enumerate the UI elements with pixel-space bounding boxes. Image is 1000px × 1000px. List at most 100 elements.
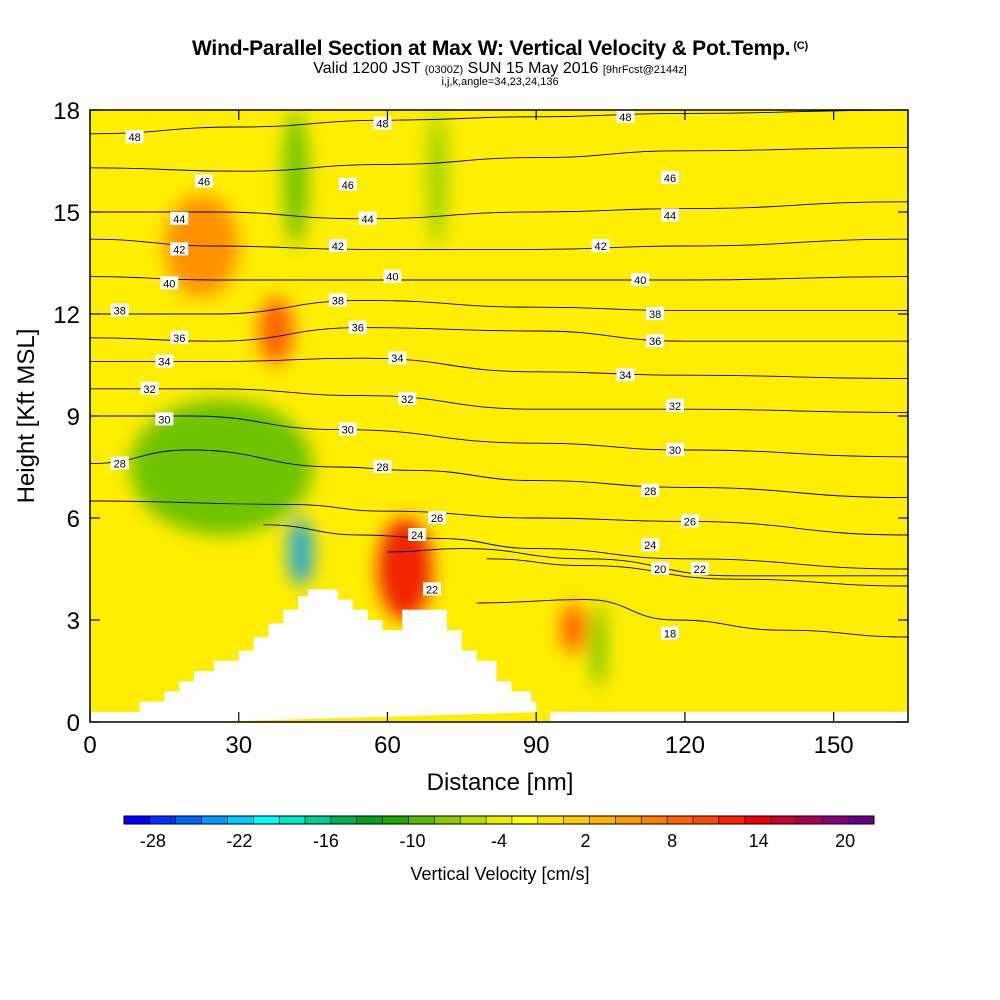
contour-label: 38	[332, 295, 344, 307]
contour-label: 46	[664, 173, 676, 185]
colorbar-swatch	[356, 816, 384, 824]
contour-label-box	[348, 320, 367, 334]
contour-label: 42	[173, 244, 185, 256]
colorbar-tick-label: 14	[749, 831, 769, 851]
valid-utc: (0300Z)	[424, 64, 464, 76]
contour-label: 42	[332, 241, 344, 253]
contour-label-box	[328, 239, 347, 252]
contour-label-box	[665, 398, 684, 412]
contour-label-box	[408, 528, 427, 541]
velocity-lee-downdraft-band	[129, 399, 314, 535]
colorbar-swatch	[305, 816, 332, 824]
contour-label-box	[328, 293, 347, 307]
theta-contour-48	[90, 110, 908, 135]
colorbar-swatch	[460, 816, 487, 824]
contour-label-box	[358, 211, 377, 225]
theta-contour-26	[90, 500, 908, 536]
colorbar-swatch	[537, 816, 565, 824]
contour-label-box	[388, 351, 407, 365]
colorbar-swatch	[718, 816, 746, 824]
colorbar-swatch	[848, 816, 875, 824]
x-tick-label: 150	[814, 732, 854, 759]
theta-contour-30	[90, 415, 908, 458]
contour-label: 48	[128, 132, 140, 144]
contour-label-box	[110, 456, 129, 470]
colorbar-swatch	[796, 816, 823, 824]
forecast-note: [9hrFcst@2144z]	[602, 64, 687, 76]
contour-label: 32	[143, 384, 155, 396]
colorbar-tick-label: -28	[140, 831, 166, 851]
contour-label: 24	[644, 540, 656, 552]
contour-label-box	[616, 368, 635, 382]
x-tick-label: 90	[523, 732, 550, 759]
contour-label: 28	[114, 459, 126, 471]
theta-contour-20	[486, 558, 908, 587]
theta-contours: 48 48 48 46 46 46 44 44 44 42 42 42 40 40 40 38 38 38 36 36…	[90, 110, 908, 641]
contour-label: 34	[391, 353, 403, 365]
contour-label: 48	[376, 119, 388, 131]
colorbar-swatch	[667, 816, 694, 824]
contour-label-box	[170, 242, 189, 256]
contour-label: 42	[595, 241, 607, 253]
colorbar-swatch	[175, 816, 203, 824]
velocity-secondary-downdraft	[590, 603, 606, 688]
contour-label: 40	[163, 278, 175, 290]
contour-label-box	[338, 177, 357, 191]
contour-label-box	[110, 303, 129, 317]
colorbar-swatch	[641, 816, 668, 824]
contour-label: 34	[619, 370, 631, 382]
contour-label-box	[646, 307, 665, 320]
contour-label-box	[155, 412, 174, 426]
theta-contour-28	[90, 449, 908, 499]
contour-label-box	[661, 626, 680, 640]
contour-label-box	[140, 381, 159, 395]
contour-label: 26	[684, 516, 696, 528]
theta-contour-40	[90, 276, 908, 281]
y-tick-label: 12	[53, 302, 80, 329]
colorbar-swatch	[149, 816, 177, 824]
contour-label-box	[428, 511, 447, 524]
y-tick-label: 18	[53, 98, 80, 125]
theta-contour-36	[90, 327, 908, 342]
colorbar-frame	[123, 815, 875, 825]
x-tick-label: 0	[83, 732, 96, 759]
contour-label-box	[661, 208, 680, 222]
chart-subtitle: Valid 1200 JST (0300Z) SUN 15 May 2016 […	[313, 60, 687, 77]
contour-label: 32	[669, 401, 681, 413]
contour-label: 36	[173, 333, 185, 345]
colorbar-swatch	[692, 816, 720, 824]
colorbar-swatch	[253, 816, 280, 824]
contour-label-box	[373, 460, 392, 473]
velocity-secondary-updraft	[560, 603, 586, 654]
colorbar: -28 -22 -16 -10 -4 2 8 14 20	[123, 815, 875, 851]
colorbar-tick-label: -10	[399, 831, 425, 851]
contour-label: 22	[694, 564, 706, 576]
x-tick-label: 120	[665, 732, 705, 759]
contour-label-box	[125, 130, 144, 144]
contour-label: 22	[426, 584, 438, 596]
contour-label: 32	[401, 394, 413, 406]
contour-label-box	[616, 110, 635, 123]
velocity-upper-downdraft-2	[427, 110, 447, 246]
colorbar-label: Vertical Velocity [cm/s]	[410, 864, 589, 884]
contour-label: 36	[649, 336, 661, 348]
velocity-upper-downdraft	[283, 110, 309, 246]
contour-label-box	[155, 354, 174, 368]
y-tick-label: 0	[67, 710, 80, 737]
contour-label: 36	[352, 323, 364, 335]
contour-label-box	[170, 211, 189, 225]
y-axis-label: Height [Kft MSL]	[13, 329, 40, 504]
theta-contour-24	[263, 524, 908, 570]
colorbar-swatch	[330, 816, 358, 824]
contour-label-box	[398, 392, 417, 405]
contour-label: 28	[376, 462, 388, 474]
contour-label-box	[383, 269, 402, 283]
title-units-tag: (C)	[793, 40, 808, 52]
colorbar-swatch	[563, 816, 591, 824]
contour-label: 38	[114, 306, 126, 318]
theta-contour-42	[90, 238, 908, 250]
contour-label-box	[641, 538, 660, 552]
contour-label: 44	[361, 214, 373, 226]
colorbar-swatch	[408, 816, 435, 824]
terrain-left	[90, 711, 140, 722]
